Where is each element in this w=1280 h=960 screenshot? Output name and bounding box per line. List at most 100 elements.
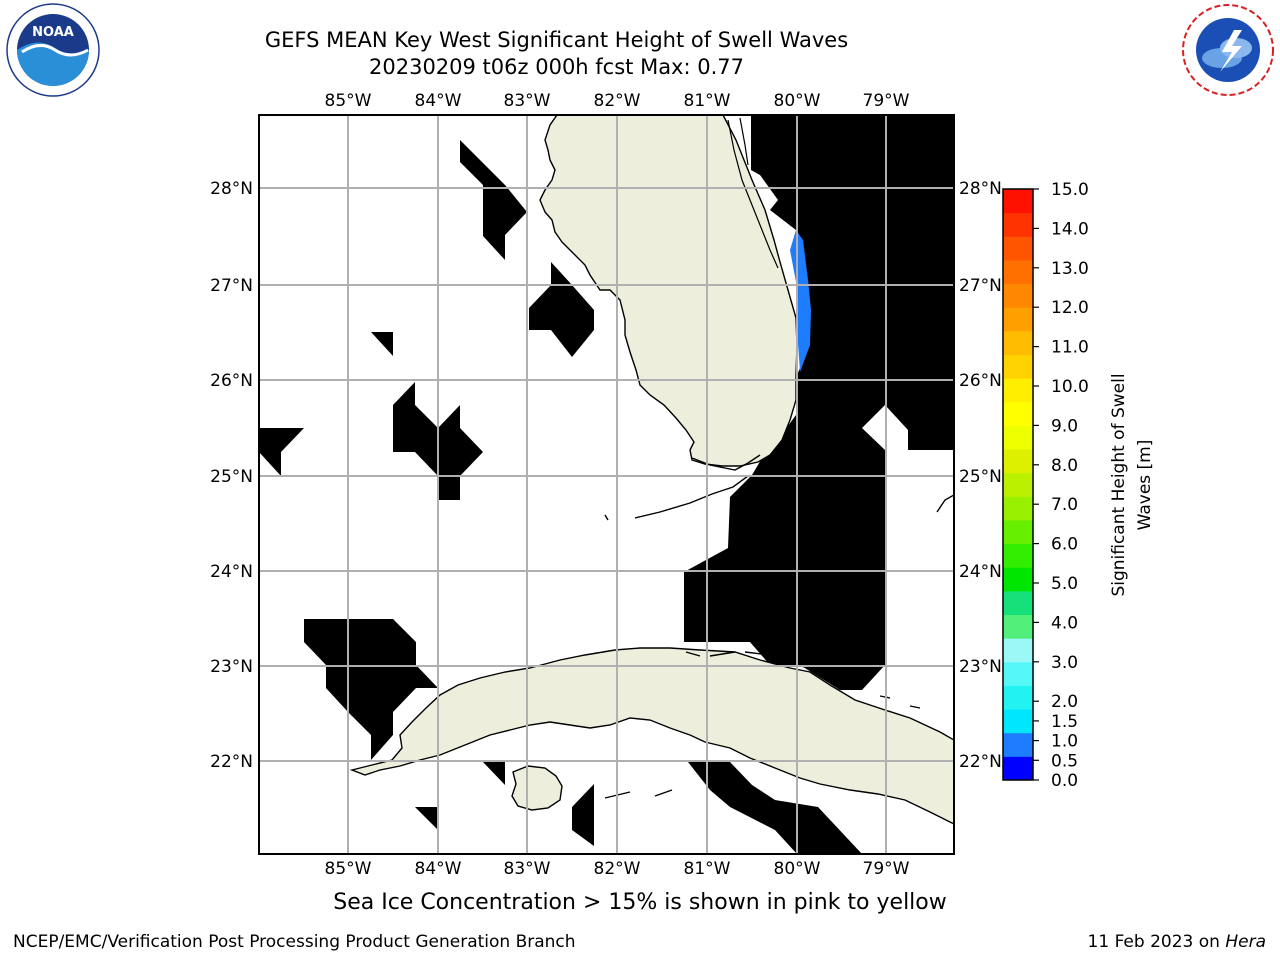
- colorbar-band: [1003, 543, 1033, 568]
- lat-label-left: 27°N: [210, 276, 253, 296]
- cuba-land: [349, 647, 954, 825]
- colorbar-tick-label: 5.0: [1051, 574, 1078, 594]
- swell-region-cuba-s-3: [572, 784, 594, 846]
- lat-label-right: 28°N: [959, 179, 1002, 199]
- lat-label-right: 24°N: [959, 562, 1002, 582]
- florida-east-coast-lagoon: [727, 117, 779, 269]
- chart-title: GEFS MEAN Key West Significant Height of…: [264, 28, 849, 52]
- colorbar-band: [1003, 330, 1033, 355]
- colorbar-tick-label: 9.0: [1051, 416, 1078, 436]
- swell-region-sw-gulf: [304, 619, 438, 760]
- noaa-logo-text: NOAA: [32, 25, 74, 40]
- colorbar-band: [1003, 449, 1033, 474]
- lat-label-right: 26°N: [959, 371, 1002, 391]
- colorbar-band: [1003, 472, 1033, 497]
- swell-region-high: [790, 230, 811, 372]
- lon-label-bottom: 84°W: [415, 859, 462, 879]
- colorbar-band: [1003, 638, 1033, 663]
- lat-label-left: 24°N: [210, 562, 253, 582]
- colorbar-band: [1003, 567, 1033, 592]
- lon-label-bottom: 80°W: [774, 859, 821, 879]
- swell-region-nw-gulf-1: [460, 140, 527, 260]
- swell-region-small-1: [371, 332, 393, 356]
- colorbar-band: [1003, 519, 1033, 545]
- lat-label-left: 25°N: [210, 467, 253, 487]
- lon-label-top: 85°W: [325, 91, 372, 111]
- colorbar-tick-label: 8.0: [1051, 456, 1078, 476]
- colorbar-tick-label: 11.0: [1051, 338, 1089, 358]
- colorbar-tick-label: 0.5: [1051, 751, 1078, 771]
- florida-keys: [604, 454, 761, 521]
- lon-label-top: 81°W: [684, 91, 731, 111]
- isle-of-youth: [511, 765, 563, 811]
- colorbar-tick-label: 7.0: [1051, 495, 1078, 515]
- lat-labels-right: 28°N 27°N 26°N 25°N 24°N 23°N 22°N: [959, 179, 1002, 772]
- chart-subtitle: 20230209 t06z 000h fcst Max: 0.77: [369, 55, 744, 79]
- footer-date-text: 11 Feb 2023 on: [1087, 932, 1226, 952]
- lon-label-bottom: 83°W: [504, 859, 551, 879]
- colorbar-tick-label: 1.0: [1051, 732, 1078, 752]
- colorbar-band: [1003, 425, 1033, 450]
- colorbar-tick-label: 10.0: [1051, 377, 1089, 397]
- lat-label-left: 28°N: [210, 179, 253, 199]
- florida-land: [539, 115, 798, 467]
- sea-ice-caption: Sea Ice Concentration > 15% is shown in …: [333, 890, 947, 915]
- lon-label-bottom: 81°W: [684, 859, 731, 879]
- colorbar-band: [1003, 590, 1033, 616]
- nws-logo-icon: [1182, 4, 1274, 96]
- colorbar-tick-label: 3.0: [1051, 653, 1078, 673]
- colorbar-tick-label: 0.0: [1051, 771, 1078, 791]
- colorbar-tick-label: 15.0: [1051, 180, 1089, 200]
- lon-label-top: 79°W: [863, 91, 910, 111]
- swell-region-nw-gulf-2: [529, 262, 594, 357]
- lon-label-bottom: 82°W: [594, 859, 641, 879]
- lon-labels-top: 85°W 84°W 83°W 82°W 81°W 80°W 79°W: [325, 91, 910, 111]
- colorbar-tick-label: 2.0: [1051, 692, 1078, 712]
- lon-label-bottom: 85°W: [325, 859, 372, 879]
- lon-label-top: 80°W: [774, 91, 821, 111]
- lon-labels-bottom: 85°W 84°W 83°W 82°W 81°W 80°W 79°W: [325, 859, 910, 879]
- footer-date: 11 Feb 2023 on Hera: [1088, 932, 1266, 952]
- colorbar-tick-label: 6.0: [1051, 535, 1078, 555]
- colorbar-band: [1003, 236, 1033, 261]
- colorbar-band: [1003, 354, 1033, 379]
- colorbar-label-line1: Significant Height of Swell: [1109, 373, 1129, 596]
- colorbar: 0.00.51.01.52.0 3.0 4.0 5.0 6.0 7.0 8.0 9.0 10.0…: [1002, 180, 1089, 791]
- colorbar-band: [1003, 496, 1033, 521]
- bahamas-coast: [831, 309, 954, 621]
- colorbar-band: [1003, 685, 1033, 710]
- footer-host: Hera: [1225, 932, 1266, 952]
- colorbar-tick-label: 13.0: [1051, 259, 1089, 279]
- colorbar-band: [1003, 756, 1033, 781]
- colorbar-tick-label: 1.5: [1051, 712, 1078, 732]
- cuba-north-cays: [685, 651, 811, 669]
- colorbar-label-line2: Waves [m]: [1135, 440, 1155, 531]
- colorbar-tick-label: 4.0: [1051, 613, 1078, 633]
- lon-label-top: 83°W: [504, 91, 551, 111]
- colorbar-band: [1003, 283, 1033, 308]
- colorbar-band: [1003, 212, 1033, 237]
- swell-region-cuba-s-2: [415, 807, 438, 830]
- lat-label-right: 22°N: [959, 752, 1002, 772]
- lon-label-top: 82°W: [594, 91, 641, 111]
- colorbar-band: [1003, 732, 1033, 757]
- colorbar-tick-label: 12.0: [1051, 298, 1089, 318]
- footer-credit: NCEP/EMC/Verification Post Processing Pr…: [13, 932, 576, 952]
- colorbar-band: [1003, 189, 1033, 214]
- lat-label-right: 27°N: [959, 276, 1002, 296]
- map-area: [259, 115, 954, 854]
- lat-label-right: 23°N: [959, 657, 1002, 677]
- lat-label-left: 26°N: [210, 371, 253, 391]
- colorbar-frame: [1002, 188, 1034, 781]
- lat-label-left: 23°N: [210, 657, 253, 677]
- lon-label-bottom: 79°W: [863, 859, 910, 879]
- colorbar-band: [1003, 307, 1033, 332]
- lat-label-right: 25°N: [959, 467, 1002, 487]
- colorbar-band: [1003, 378, 1033, 403]
- colorbar-band: [1003, 401, 1033, 426]
- noaa-logo-icon: NOAA: [6, 3, 100, 97]
- swell-region-west: [259, 428, 304, 476]
- swell-region-cuba-s-1: [483, 762, 505, 785]
- lat-labels-left: 28°N 27°N 26°N 25°N 24°N 23°N 22°N: [210, 179, 253, 772]
